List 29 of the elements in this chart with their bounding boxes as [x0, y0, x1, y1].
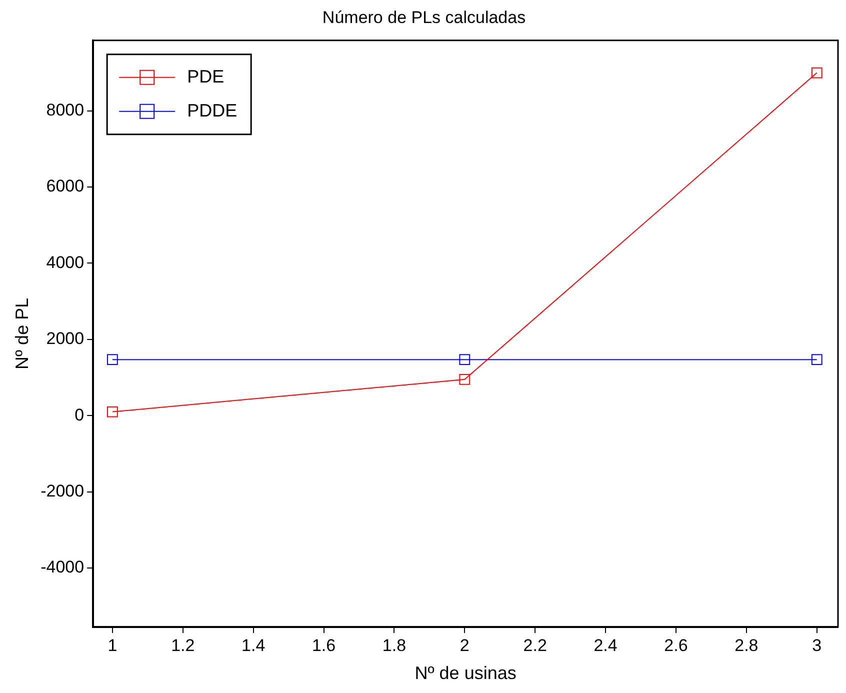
- legend-label: PDDE: [187, 100, 238, 120]
- y-tick-label: 2000: [46, 329, 84, 348]
- point: [107, 406, 118, 418]
- legend-label: PDE: [187, 66, 224, 86]
- y-axis-title: Nº de PL: [12, 298, 32, 370]
- y-tick-label: -2000: [40, 481, 84, 500]
- y-tick-label: 0: [74, 405, 84, 424]
- y-tick-label: 4000: [46, 252, 84, 272]
- x-tick-label: 1.6: [312, 636, 336, 655]
- point: [811, 67, 822, 78]
- point: [459, 354, 470, 366]
- point: [811, 354, 822, 366]
- chart-title: Número de PLs calculadas: [322, 8, 526, 27]
- x-tick-label: 1.2: [171, 636, 195, 655]
- x-tick-label: 1.4: [242, 636, 266, 655]
- x-tick-label: 1: [108, 636, 118, 655]
- y-tick-label: 6000: [46, 176, 84, 196]
- point: [107, 354, 118, 366]
- x-tick-label: 2.2: [523, 636, 547, 655]
- x-tick-label: 3: [812, 636, 822, 655]
- y-tick-label: -4000: [40, 558, 84, 577]
- x-tick-label: 1.8: [382, 636, 406, 655]
- x-tick-label: 2.8: [734, 636, 758, 655]
- x-tick-label: 2.6: [664, 636, 688, 655]
- x-tick-label: 2: [460, 636, 470, 655]
- x-axis-title: Nº de usinas: [414, 663, 516, 684]
- x-tick-label: 2.4: [594, 636, 618, 655]
- point: [459, 374, 470, 385]
- y-tick-label: 8000: [46, 100, 84, 120]
